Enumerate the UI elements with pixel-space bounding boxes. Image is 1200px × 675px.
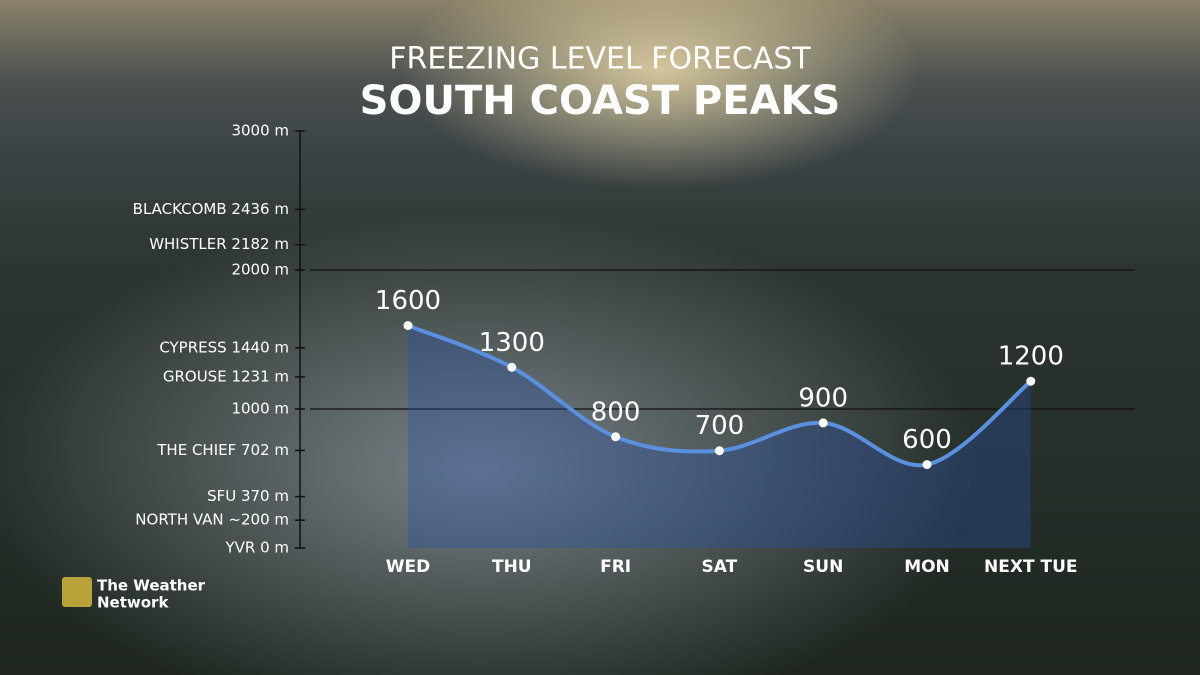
value-label: 1200 [998,342,1064,372]
point [714,446,724,456]
y-tick-label: NORTH VAN ~200 m [135,511,289,529]
x-tick-label: SUN [803,557,843,577]
x-tick-label: FRI [600,557,631,577]
chart-title: FREEZING LEVEL FORECAST [389,42,811,77]
y-tick-label: 3000 m [231,122,289,140]
y-tick-label: 1000 m [231,400,289,418]
x-tick-label: MON [904,557,950,577]
logo-text: Network [97,594,169,612]
value-label: 1300 [479,328,545,358]
y-tick-label: GROUSE 1231 m [163,367,289,385]
x-tick-label: THU [492,557,532,577]
y-tick-label: BLACKCOMB 2436 m [133,200,289,218]
logo-text: The Weather [97,577,206,595]
value-label: 800 [591,397,641,427]
value-label: 900 [798,383,848,413]
y-tick-label: SFU 370 m [207,487,289,505]
x-tick-label: NEXT TUE [984,557,1077,577]
y-tick-label: CYPRESS 1440 m [159,338,289,356]
area [408,325,1031,548]
value-label: 600 [902,425,952,455]
point [507,362,517,372]
x-tick-label: SAT [702,557,738,577]
point [403,321,413,331]
logo-icon [62,577,92,607]
chart-subtitle: SOUTH COAST PEAKS [360,78,841,124]
y-tick-label: THE CHIEF 702 m [156,441,289,459]
y-tick-label: 2000 m [231,261,289,279]
point [611,432,621,442]
point [818,418,828,428]
y-tick-label: YVR 0 m [224,539,289,557]
y-tick-label: WHISTLER 2182 m [149,235,289,253]
value-label: 700 [695,411,745,441]
point [922,460,932,470]
point [1026,376,1036,386]
x-tick-label: WED [386,557,430,577]
value-label: 1600 [375,286,441,316]
